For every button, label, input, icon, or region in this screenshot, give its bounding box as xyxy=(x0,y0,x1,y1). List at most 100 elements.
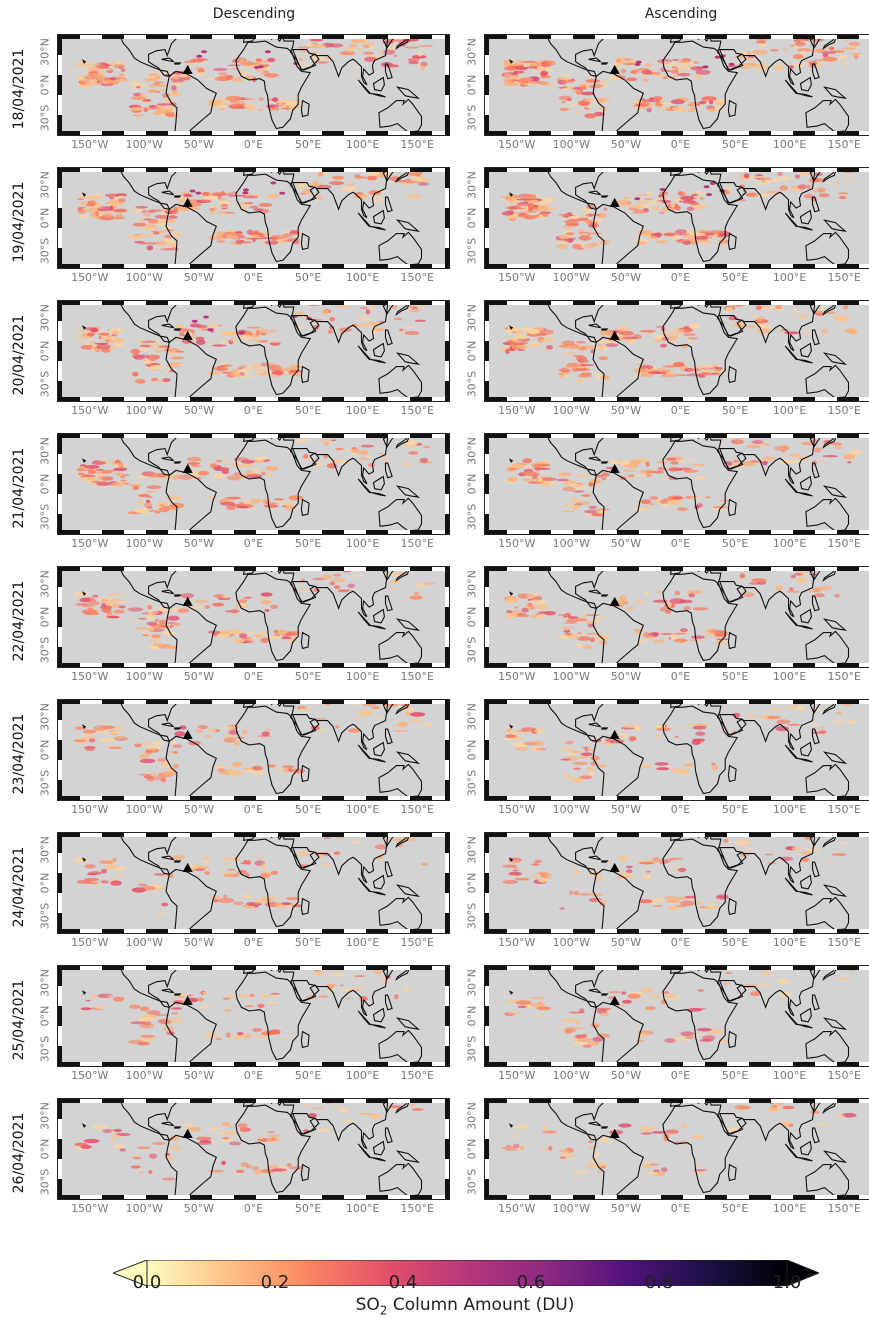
so2-plume-patch xyxy=(341,186,358,192)
so2-plume-patch xyxy=(227,770,243,776)
so2-plume-patch xyxy=(85,203,96,207)
so2-plume-patch xyxy=(779,176,791,181)
so2-plume-patch xyxy=(323,837,331,839)
so2-plume-patch xyxy=(316,194,323,201)
so2-plume-patch xyxy=(202,856,212,861)
so2-plume-patch xyxy=(548,1145,553,1151)
so2-plume-patch xyxy=(240,365,247,368)
so2-plume-patch xyxy=(704,496,711,499)
coastline-australia xyxy=(378,98,423,133)
so2-plume-patch xyxy=(281,1170,289,1174)
coastline-madagascar xyxy=(300,897,310,916)
so2-plume-patch xyxy=(666,374,680,377)
coastline-caribbean1 xyxy=(588,456,602,462)
so2-plume-patch xyxy=(801,330,815,334)
map-frame-left xyxy=(58,567,62,667)
so2-plume-patch xyxy=(100,348,111,353)
longitude-label: 100°E xyxy=(772,138,807,151)
so2-plume-patch xyxy=(676,72,691,77)
so2-plume-patch xyxy=(217,205,232,209)
coastline-africa xyxy=(235,1104,312,1194)
so2-plume-patch xyxy=(146,245,154,251)
so2-plume-patch xyxy=(109,882,121,885)
coastline-hawaii xyxy=(81,59,87,64)
so2-plume-patch xyxy=(677,191,684,196)
coastline-eurasia xyxy=(669,833,826,884)
so2-plume-patch xyxy=(233,1035,243,1041)
so2-plume-patch xyxy=(196,58,209,61)
longitude-label: 50°W xyxy=(183,670,215,683)
coastline-hawaii xyxy=(508,192,514,197)
so2-plume-patch xyxy=(329,459,341,462)
so2-plume-patch xyxy=(561,340,575,345)
so2-plume-patch xyxy=(236,505,249,509)
so2-plume-patch xyxy=(641,1164,651,1169)
so2-plume-patch xyxy=(160,89,168,91)
longitude-label: 50°W xyxy=(610,138,642,151)
so2-plume-patch xyxy=(799,50,808,55)
so2-plume-patch xyxy=(146,616,156,620)
so2-plume-patch xyxy=(141,341,150,346)
coastline-caribbean2 xyxy=(174,594,182,597)
so2-plume-patch xyxy=(246,237,262,240)
so2-plume-patch xyxy=(221,1122,231,1127)
map-canvas xyxy=(74,1099,424,1199)
so2-plume-patch xyxy=(692,464,706,466)
map-frame-top xyxy=(485,168,869,172)
so2-plume-patch xyxy=(298,62,312,67)
longitude-label: 0°E xyxy=(243,1202,264,1215)
so2-plume-patch xyxy=(132,106,148,109)
coastline-namerica xyxy=(118,301,181,344)
so2-plume-patch xyxy=(709,901,715,906)
so2-plume-patch xyxy=(153,873,167,876)
so2-plume-patch xyxy=(137,499,144,505)
coastline-borneo xyxy=(799,1140,812,1156)
so2-plume-patch xyxy=(183,193,192,197)
longitude-label: 150°W xyxy=(498,138,536,151)
so2-plume-patch xyxy=(696,1027,712,1032)
so2-plume-patch xyxy=(695,900,704,906)
longitude-label: 100°E xyxy=(772,404,807,417)
colorbar-tick-label: 0.0 xyxy=(132,1272,162,1293)
so2-plume-patch xyxy=(242,204,251,207)
so2-plume-patch xyxy=(139,1023,155,1029)
so2-plume-patch xyxy=(141,511,151,514)
so2-plume-patch xyxy=(223,459,231,463)
coastline-hawaii xyxy=(508,458,514,463)
latitude-label: 30°N xyxy=(38,703,52,731)
so2-plume-patch xyxy=(209,463,218,469)
coastline-indonesia1 xyxy=(784,611,813,630)
so2-plume-patch xyxy=(505,1145,512,1148)
so2-plume-patch xyxy=(413,592,420,595)
colorbar-title-main: SO xyxy=(355,1295,380,1315)
so2-plume-patch xyxy=(678,867,687,872)
so2-plume-patch xyxy=(363,44,370,49)
so2-plume-patch xyxy=(528,344,543,347)
so2-plume-patch xyxy=(244,202,254,205)
map-frame-top xyxy=(58,434,449,438)
map-frame-left xyxy=(58,966,62,1066)
so2-plume-patch xyxy=(285,896,300,901)
so2-plume-patch xyxy=(768,707,783,711)
coastline-africa xyxy=(662,705,739,795)
longitude-label: 150°W xyxy=(71,670,109,683)
so2-plume-patch xyxy=(221,872,236,878)
so2-plume-patch xyxy=(687,107,696,113)
so2-plume-patch xyxy=(562,1018,578,1023)
coastline-eurasia xyxy=(669,1099,826,1150)
latitude-label: 30°S xyxy=(465,1035,479,1063)
coastline-phil xyxy=(384,728,393,745)
so2-plume-patch xyxy=(131,96,146,100)
so2-plume-patch xyxy=(132,485,140,490)
so2-plume-patch xyxy=(419,457,429,464)
so2-plume-patch xyxy=(85,999,91,1002)
so2-plume-patch xyxy=(535,62,547,65)
so2-plume-patch xyxy=(132,1156,142,1160)
longitude-label: 50°W xyxy=(183,404,215,417)
map-canvas xyxy=(501,1099,857,1199)
so2-plume-patch xyxy=(514,606,519,609)
so2-plume-patch xyxy=(251,765,263,771)
so2-plume-patch xyxy=(837,1114,845,1118)
so2-plume-patch xyxy=(159,504,165,507)
coastline-borneo xyxy=(799,209,812,225)
